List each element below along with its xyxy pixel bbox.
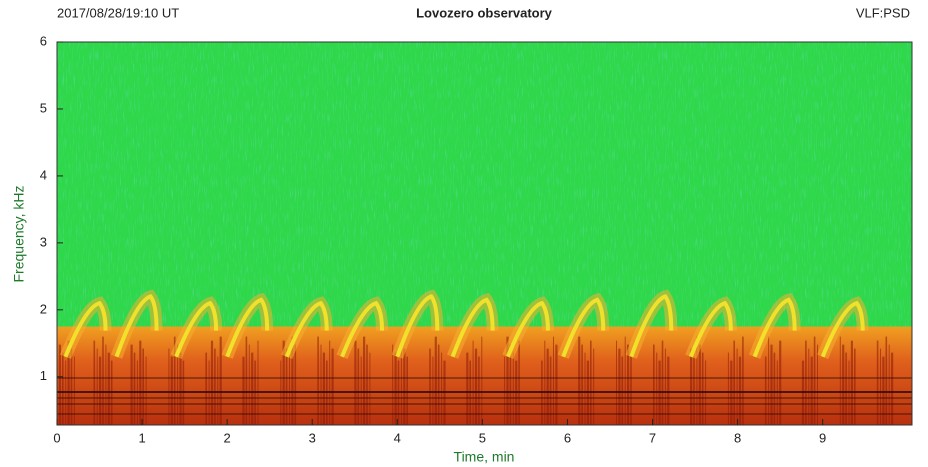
chart-title: Lovozero observatory <box>416 5 553 20</box>
burst <box>395 294 440 358</box>
burst <box>63 300 108 358</box>
burst <box>820 300 865 358</box>
y-tick-label: 2 <box>40 301 47 316</box>
left-label: 2017/08/28/19:10 UT <box>57 5 179 20</box>
right-label: VLF:PSD <box>856 5 910 20</box>
burst <box>174 300 219 358</box>
x-tick-label: 1 <box>138 430 145 445</box>
x-tick-label: 3 <box>309 430 316 445</box>
burst <box>450 297 495 358</box>
x-tick-label: 7 <box>649 430 656 445</box>
x-tick-label: 5 <box>479 430 486 445</box>
emission-band <box>57 326 912 425</box>
x-tick-label: 0 <box>53 430 60 445</box>
x-tick-label: 2 <box>224 430 231 445</box>
burst <box>340 300 385 358</box>
x-tick-label: 8 <box>734 430 741 445</box>
y-axis-label: Frequency, kHz <box>11 186 27 283</box>
y-tick-label: 1 <box>40 368 47 383</box>
plot-frame <box>56 41 913 426</box>
burst <box>225 297 270 358</box>
burst <box>629 294 674 358</box>
y-tick-label: 4 <box>40 167 47 182</box>
x-axis-label: Time, min <box>454 449 515 465</box>
x-tick-label: 4 <box>394 430 401 445</box>
plot-area <box>56 41 913 426</box>
y-tick-label: 3 <box>40 234 47 249</box>
x-tick-label: 9 <box>819 430 826 445</box>
burst <box>506 300 550 358</box>
y-tick-label: 5 <box>40 100 47 115</box>
burst <box>752 297 797 358</box>
burst <box>284 300 329 358</box>
y-tick-label: 6 <box>40 33 47 48</box>
burst <box>561 297 606 358</box>
burst <box>688 300 733 358</box>
burst <box>114 294 159 358</box>
x-tick-label: 6 <box>564 430 571 445</box>
